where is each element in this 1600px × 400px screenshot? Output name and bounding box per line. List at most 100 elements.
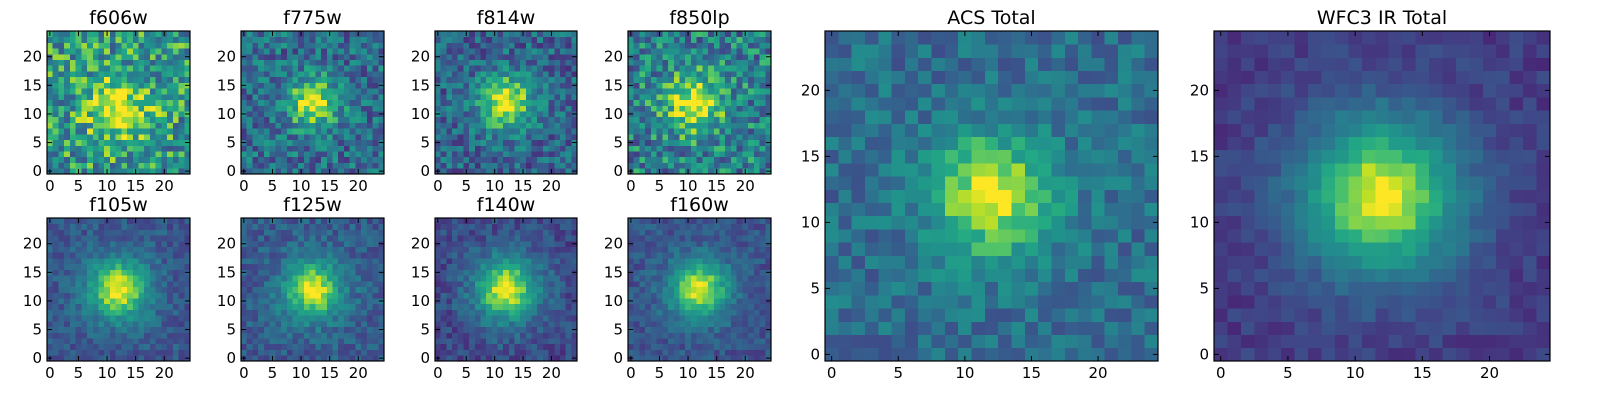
heatmap-cell [742, 42, 749, 49]
heatmap-cell [463, 246, 470, 253]
heatmap-cell [355, 326, 362, 333]
heatmap-cell [138, 122, 145, 129]
heatmap-cell [633, 88, 640, 95]
heatmap-cell [167, 315, 174, 322]
heatmap-cell [679, 122, 686, 129]
heatmap-cell [520, 105, 527, 112]
heatmap-cell [184, 156, 191, 163]
heatmap-cell [81, 229, 88, 236]
heatmap-cell [668, 320, 675, 328]
heatmap-cell [503, 111, 510, 118]
heatmap-cell [269, 111, 276, 118]
heatmap-cell [736, 162, 743, 169]
heatmap-cell [548, 252, 555, 259]
heatmap-cell [349, 99, 356, 106]
heatmap-cell [178, 42, 185, 49]
heatmap-cell [639, 303, 646, 310]
heatmap-cell [725, 145, 732, 152]
heatmap-cell [69, 168, 76, 175]
heatmap-cell [685, 338, 692, 345]
heatmap-cell [326, 133, 333, 141]
heatmap-cell [554, 246, 561, 253]
heatmap-cell [98, 218, 105, 225]
heatmap-cell [81, 111, 88, 118]
heatmap-cell [92, 332, 99, 339]
heatmap-cell [440, 93, 447, 101]
heatmap-cell [571, 36, 578, 43]
heatmap-cell [508, 246, 515, 253]
heatmap-cell [349, 240, 356, 247]
heatmap-cell [525, 252, 532, 259]
heatmap-cell [508, 128, 515, 135]
heatmap-cell [303, 82, 311, 89]
heatmap-cell [92, 105, 99, 112]
heatmap-cell [338, 332, 345, 339]
heatmap-cell [685, 151, 692, 158]
heatmap-cell [326, 320, 333, 328]
heatmap-cell [662, 275, 669, 282]
heatmap-cell [542, 223, 549, 230]
heatmap-cell [531, 355, 538, 362]
heatmap-cell [326, 298, 333, 305]
heatmap-cell [92, 162, 99, 169]
heatmap-cell [679, 280, 686, 288]
heatmap-cell [736, 122, 743, 129]
heatmap-cell [656, 111, 663, 118]
heatmap-cell [149, 280, 157, 288]
heatmap-cell [748, 145, 755, 152]
heatmap-cell [690, 338, 698, 345]
heatmap-cell [542, 292, 549, 299]
heatmap-cell [269, 292, 276, 299]
heatmap-cell [537, 303, 544, 310]
heatmap-cell [338, 229, 345, 236]
heatmap-cell [178, 111, 185, 118]
heatmap-cell [98, 105, 105, 112]
heatmap-cell [548, 48, 555, 55]
heatmap-cell [81, 280, 88, 288]
heatmap-cell [252, 111, 259, 118]
heatmap-cell [81, 263, 88, 270]
x-tick-label: 15 [320, 177, 339, 195]
heatmap-cell [480, 128, 487, 135]
heatmap-cell [508, 88, 515, 95]
heatmap-cell [639, 320, 646, 328]
heatmap-cell [343, 48, 351, 55]
heatmap-cell [565, 128, 572, 135]
heatmap-cell [725, 280, 732, 288]
heatmap-cell [696, 88, 703, 95]
heatmap-cell [708, 315, 715, 322]
heatmap-cell [372, 53, 379, 60]
heatmap-cell [628, 59, 635, 66]
heatmap-cell [452, 122, 459, 129]
heatmap-cell [121, 116, 128, 123]
heatmap-cell [480, 122, 487, 129]
heatmap-cell [303, 223, 311, 230]
heatmap-cell [338, 42, 345, 49]
heatmap-cell [184, 246, 191, 253]
heatmap-cell [309, 59, 316, 66]
heatmap-cell [440, 246, 447, 253]
heatmap-cell [542, 162, 549, 169]
heatmap-cell [474, 286, 481, 293]
heatmap-cell [47, 93, 54, 101]
heatmap-cell [719, 65, 726, 72]
heatmap-cell [508, 309, 515, 316]
heatmap-cell [332, 116, 339, 123]
heatmap-cell [571, 48, 578, 55]
heatmap-cell [469, 42, 476, 49]
heatmap-cell [452, 88, 459, 95]
heatmap-cell [520, 71, 527, 78]
heatmap-cell [662, 343, 669, 350]
heatmap-cell [343, 258, 351, 265]
heatmap-cell [92, 122, 99, 129]
heatmap-cell [144, 320, 151, 328]
heatmap-cell [138, 320, 145, 328]
heatmap-cell [639, 349, 646, 356]
heatmap-cell [662, 303, 669, 310]
heatmap-cell [343, 320, 351, 328]
heatmap-cell [559, 355, 567, 362]
heatmap-cell [98, 252, 105, 259]
heatmap-cell [480, 252, 487, 259]
heatmap-cell [548, 326, 555, 333]
heatmap-cell [252, 229, 259, 236]
